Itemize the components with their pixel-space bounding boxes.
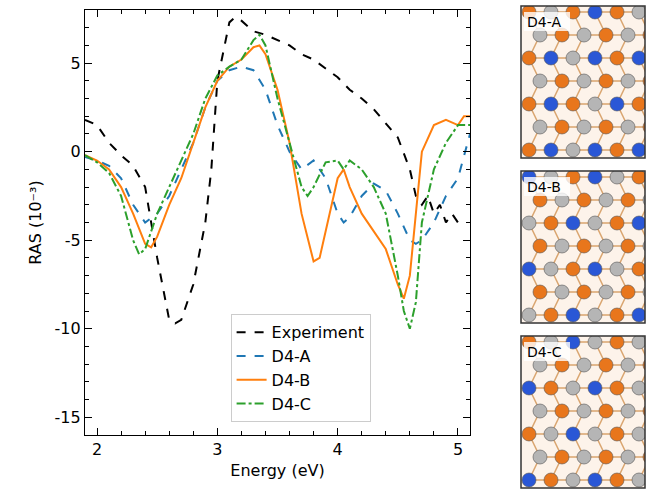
svg-text:-5: -5 — [65, 231, 81, 250]
svg-text:D4-A: D4-A — [272, 347, 311, 366]
svg-text:0: 0 — [71, 142, 81, 161]
svg-text:Energy (eV): Energy (eV) — [230, 461, 324, 480]
svg-text:D4-A: D4-A — [527, 14, 561, 30]
svg-text:D4-B: D4-B — [527, 179, 561, 195]
svg-text:2: 2 — [92, 440, 102, 459]
svg-text:5: 5 — [71, 54, 81, 73]
svg-text:RAS (10⁻³): RAS (10⁻³) — [26, 180, 45, 264]
svg-text:-15: -15 — [55, 408, 81, 427]
svg-text:Experiment: Experiment — [272, 323, 364, 342]
svg-text:-10: -10 — [55, 319, 81, 338]
svg-text:3: 3 — [212, 440, 222, 459]
svg-text:D4-B: D4-B — [272, 371, 311, 390]
svg-text:5: 5 — [453, 440, 463, 459]
svg-text:D4-C: D4-C — [527, 344, 562, 360]
svg-text:4: 4 — [333, 440, 343, 459]
svg-text:D4-C: D4-C — [272, 395, 311, 414]
